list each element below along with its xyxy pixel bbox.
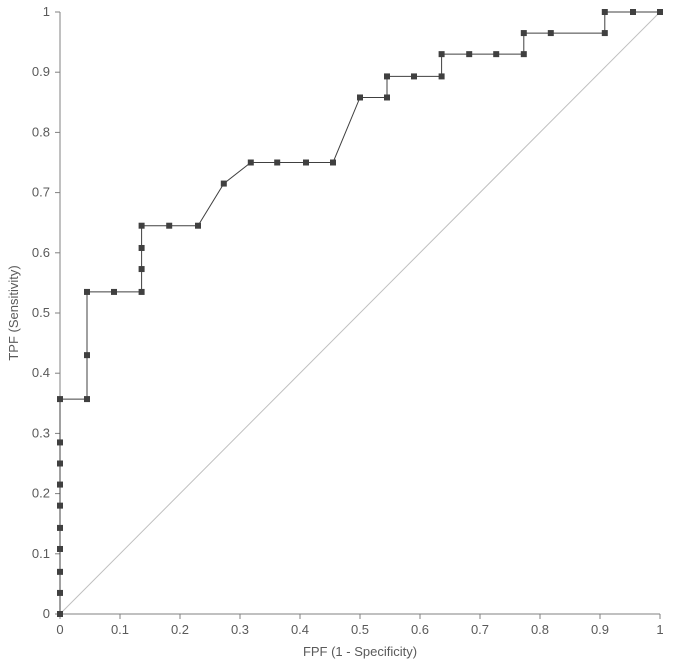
x-tick-label: 0.3 — [231, 622, 249, 637]
roc-marker — [385, 95, 390, 100]
roc-marker — [58, 612, 63, 617]
roc-marker — [658, 10, 663, 15]
roc-marker — [304, 160, 309, 165]
roc-marker — [58, 546, 63, 551]
roc-marker — [221, 181, 226, 186]
roc-marker — [494, 52, 499, 57]
roc-marker — [548, 31, 553, 36]
roc-marker — [521, 31, 526, 36]
roc-marker — [602, 31, 607, 36]
x-tick-label: 0.8 — [531, 622, 549, 637]
roc-marker — [58, 482, 63, 487]
roc-marker — [196, 223, 201, 228]
roc-marker — [439, 74, 444, 79]
y-tick-label: 0.3 — [32, 425, 50, 440]
roc-marker — [58, 397, 63, 402]
roc-marker — [58, 525, 63, 530]
roc-marker — [112, 289, 117, 294]
x-tick-label: 0.9 — [591, 622, 609, 637]
roc-marker — [275, 160, 280, 165]
y-axis-label: TPF (Sensitivity) — [6, 265, 21, 360]
roc-marker — [631, 10, 636, 15]
roc-marker — [58, 503, 63, 508]
x-tick-label: 0.7 — [471, 622, 489, 637]
roc-marker — [139, 245, 144, 250]
y-tick-label: 0.1 — [32, 546, 50, 561]
x-tick-label: 0.1 — [111, 622, 129, 637]
roc-marker — [167, 223, 172, 228]
x-axis-label: FPF (1 - Specificity) — [303, 644, 417, 659]
y-tick-label: 0.8 — [32, 124, 50, 139]
y-tick-label: 0.5 — [32, 305, 50, 320]
x-tick-label: 0.4 — [291, 622, 309, 637]
y-tick-label: 0.6 — [32, 245, 50, 260]
x-tick-label: 0 — [56, 622, 63, 637]
roc-marker — [85, 397, 90, 402]
roc-marker — [412, 74, 417, 79]
x-tick-label: 0.6 — [411, 622, 429, 637]
roc-marker — [439, 52, 444, 57]
y-tick-label: 1 — [43, 4, 50, 19]
roc-marker — [385, 74, 390, 79]
x-tick-label: 0.2 — [171, 622, 189, 637]
roc-chart: 0 0.1 0.2 0.3 0.4 0.5 0.6 0.7 0.8 0.9 1 0 0.1 0.2 0.3 0… — [0, 0, 682, 665]
roc-marker — [521, 52, 526, 57]
roc-marker — [58, 440, 63, 445]
roc-marker — [139, 267, 144, 272]
roc-marker — [139, 289, 144, 294]
x-tick-label: 0.5 — [351, 622, 369, 637]
roc-marker — [85, 353, 90, 358]
y-tick-label: 0.4 — [32, 365, 50, 380]
roc-marker — [358, 95, 363, 100]
roc-marker — [331, 160, 336, 165]
y-tick-label: 0.7 — [32, 185, 50, 200]
diagonal-line — [60, 12, 660, 614]
roc-marker — [467, 52, 472, 57]
chart-svg: 0 0.1 0.2 0.3 0.4 0.5 0.6 0.7 0.8 0.9 1 0 0.1 0.2 0.3 0… — [0, 0, 682, 665]
x-tick-label: 1 — [656, 622, 663, 637]
y-tick-label: 0.2 — [32, 486, 50, 501]
roc-marker — [85, 289, 90, 294]
y-tick-label: 0 — [43, 606, 50, 621]
roc-marker — [248, 160, 253, 165]
y-tick-label: 0.9 — [32, 64, 50, 79]
roc-marker — [139, 223, 144, 228]
roc-marker — [58, 569, 63, 574]
roc-marker — [58, 590, 63, 595]
roc-marker — [602, 10, 607, 15]
roc-marker — [58, 461, 63, 466]
